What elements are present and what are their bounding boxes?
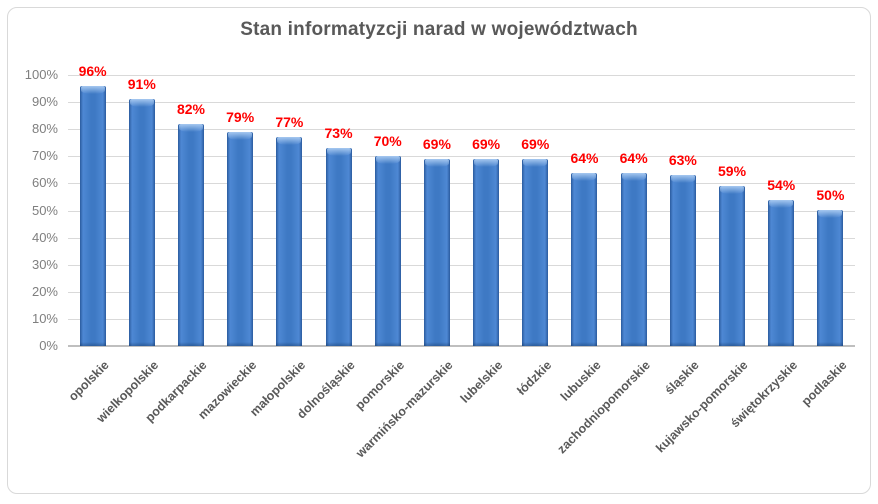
- gridline: [68, 211, 855, 212]
- bar-value-label: 73%: [324, 125, 353, 141]
- bar: [620, 173, 647, 346]
- gridline: [68, 183, 855, 184]
- y-tick-label: 100%: [24, 67, 58, 82]
- y-tick-label: 10%: [31, 310, 58, 326]
- y-tick-label: 20%: [31, 283, 58, 299]
- x-category-label-text: śląskie: [662, 358, 702, 398]
- x-category-label-text: zachodniopomorskie: [554, 358, 653, 457]
- chart-title: Stan informatyzcji narad w województwach: [240, 19, 638, 40]
- y-tick-label: 80%: [31, 121, 58, 137]
- x-category-label-text: łódzkie: [514, 358, 555, 398]
- bar: [571, 173, 598, 346]
- bar: [817, 210, 844, 346]
- gridline: [68, 319, 855, 320]
- bar: [423, 159, 450, 346]
- y-tick-label: 40%: [31, 229, 58, 245]
- gridline: [68, 75, 855, 76]
- bar-value-label: 64%: [619, 150, 648, 166]
- bar: [325, 148, 352, 346]
- x-category-label-text: warmińsko-mazurskie: [353, 358, 456, 461]
- bar: [79, 86, 106, 346]
- bar: [276, 137, 303, 346]
- bar: [669, 175, 696, 346]
- bar: [227, 132, 254, 346]
- bar-value-label: 69%: [422, 136, 451, 152]
- y-tick-label: 70%: [31, 148, 58, 164]
- gridline: [68, 265, 855, 266]
- bar: [177, 124, 204, 346]
- y-tick-label: 30%: [31, 256, 58, 272]
- bar: [768, 200, 795, 346]
- y-tick-label: 60%: [31, 175, 58, 191]
- gridline: [68, 102, 855, 103]
- gridline: [68, 129, 855, 130]
- bar: [522, 159, 549, 346]
- x-category-label-text: opolskie: [65, 358, 112, 404]
- x-axis-line: [68, 345, 855, 347]
- bar-value-label: 69%: [521, 136, 550, 152]
- bar-value-label: 54%: [767, 177, 796, 193]
- bar-value-label: 70%: [373, 133, 402, 149]
- plot-area: 96% 91% 82% 79% 77% 73% 70% 69% 69% 69% 64% 64% 63% 5…: [68, 63, 855, 347]
- y-tick-label: 90%: [31, 94, 58, 110]
- bar-value-label: 91%: [127, 76, 156, 92]
- bar-value-label: 50%: [816, 187, 845, 203]
- bar-value-label: 79%: [226, 109, 255, 125]
- x-category-label-text: lubelskie: [457, 358, 505, 406]
- bar-value-label: 69%: [472, 136, 501, 152]
- gridline: [68, 156, 855, 157]
- y-tick-label: 50%: [31, 202, 58, 218]
- bar-value-label: 64%: [570, 150, 599, 166]
- bar: [374, 156, 401, 346]
- bar-value-label: 82%: [176, 101, 205, 117]
- x-category-label-text: kujawsko-pomorskie: [653, 358, 751, 456]
- gridline: [68, 292, 855, 293]
- bar: [719, 186, 746, 346]
- x-category-label-text: lubuskie: [557, 358, 604, 404]
- bar-value-label: 63%: [668, 152, 697, 168]
- bar: [473, 159, 500, 346]
- bar-value-label: 59%: [718, 163, 747, 179]
- bar-value-label: 96%: [78, 63, 107, 79]
- gridline: [68, 238, 855, 239]
- x-category-label-text: podlaskie: [798, 358, 850, 409]
- bar: [128, 99, 155, 346]
- bar-value-label: 77%: [275, 114, 304, 130]
- y-tick-label: 0%: [39, 338, 58, 353]
